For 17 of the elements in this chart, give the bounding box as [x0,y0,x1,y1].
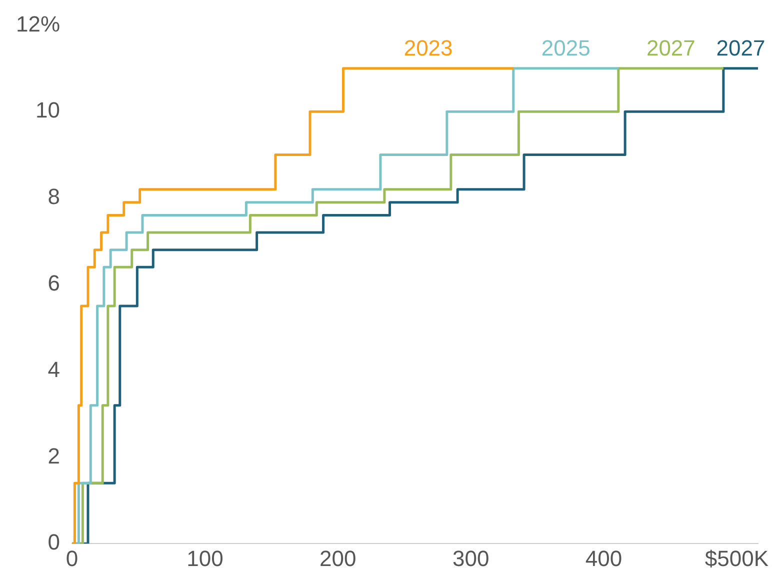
y-tick-label: 0 [48,530,60,555]
y-tick-label: 10 [36,98,60,123]
series-label: 2023 [404,35,453,60]
y-tick-label: 2 [48,443,60,468]
x-tick-label: 100 [186,546,224,571]
x-tick-label: 200 [320,546,356,571]
x-tick-label: 300 [452,546,490,571]
x-tick-label: 400 [585,546,622,571]
x-tick-label: 0 [66,546,78,571]
y-tick-label: 4 [48,356,60,382]
series-label: 2025 [541,35,590,60]
y-tick-label: 12% [16,11,60,36]
x-tick-label: $500K [704,546,769,571]
series-label: 2027 [646,35,696,60]
y-tick-label: 6 [48,270,60,296]
y-tick-label: 8 [48,184,60,210]
series-label: 2027 [716,35,766,60]
